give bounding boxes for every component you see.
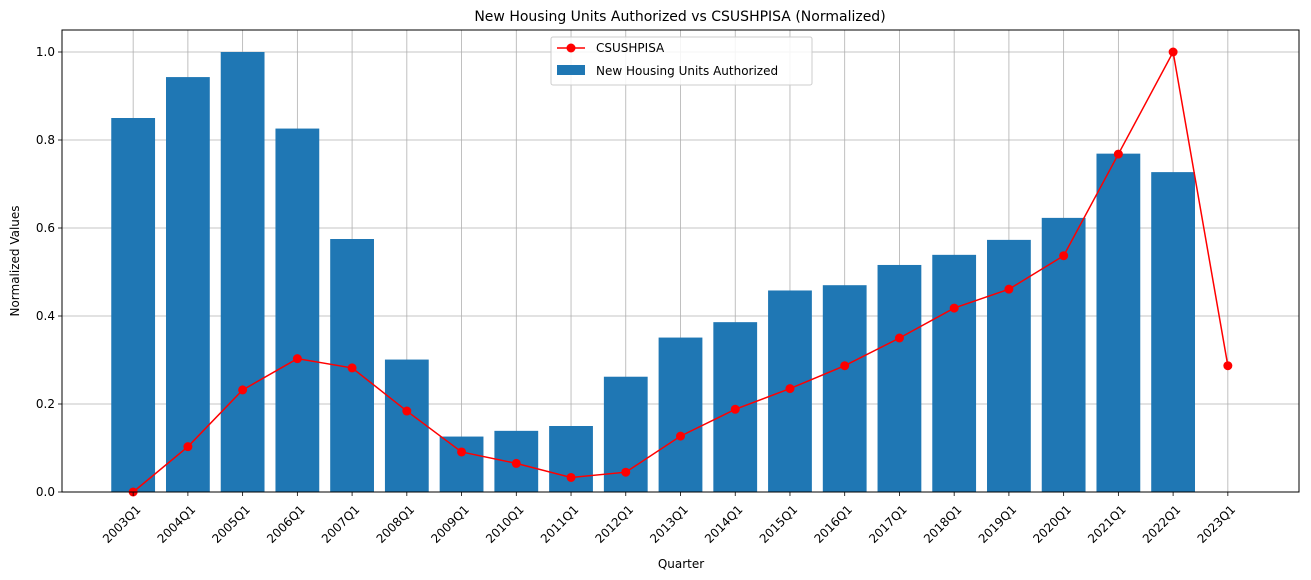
y-tick-label: 0.4 bbox=[36, 309, 55, 323]
bar-2020Q1 bbox=[1041, 217, 1086, 492]
point-2013Q1 bbox=[676, 431, 685, 441]
point-2020Q1 bbox=[1059, 251, 1069, 261]
point-2005Q1 bbox=[238, 385, 248, 395]
legend-bar-swatch bbox=[557, 65, 585, 75]
bar-2018Q1 bbox=[932, 254, 977, 492]
x-tick-label: 2013Q1 bbox=[647, 502, 691, 546]
point-2023Q1 bbox=[1223, 361, 1233, 371]
bar-2008Q1 bbox=[384, 359, 429, 492]
x-tick-label: 2019Q1 bbox=[976, 502, 1020, 546]
x-tick-label: 2017Q1 bbox=[866, 502, 910, 546]
point-2019Q1 bbox=[1004, 284, 1014, 294]
bar-2021Q1 bbox=[1096, 153, 1141, 492]
legend: CSUSHPISA New Housing Units Authorized bbox=[550, 36, 813, 86]
point-2004Q1 bbox=[183, 442, 193, 452]
bar-2013Q1 bbox=[658, 337, 703, 492]
x-tick-label: 2007Q1 bbox=[319, 502, 363, 546]
point-2006Q1 bbox=[292, 354, 302, 364]
bar-2011Q1 bbox=[549, 426, 593, 492]
x-tick-label: 2018Q1 bbox=[921, 502, 965, 546]
x-tick-label: 2004Q1 bbox=[155, 502, 199, 546]
x-tick-label: 2015Q1 bbox=[757, 502, 801, 546]
point-2018Q1 bbox=[949, 303, 959, 313]
point-2021Q1 bbox=[1113, 149, 1123, 159]
point-2007Q1 bbox=[347, 363, 357, 373]
point-2016Q1 bbox=[840, 361, 850, 371]
bar-2009Q1 bbox=[439, 436, 484, 492]
line-series bbox=[128, 47, 1233, 497]
x-axis-ticks: 2003Q1 2004Q1 2005Q1 2006Q1 2007Q1 2008Q1 2009… bbox=[100, 492, 1238, 546]
x-tick-label: 2011Q1 bbox=[538, 502, 582, 546]
y-tick-label: 0.2 bbox=[36, 397, 55, 411]
bar-2016Q1 bbox=[822, 285, 867, 492]
point-2014Q1 bbox=[730, 404, 740, 414]
x-tick-label: 2023Q1 bbox=[1195, 502, 1239, 546]
point-2022Q1 bbox=[1168, 47, 1178, 57]
x-tick-label: 2008Q1 bbox=[374, 502, 418, 546]
bar-2006Q1 bbox=[275, 128, 320, 492]
x-tick-label: 2006Q1 bbox=[264, 502, 308, 546]
bar-2005Q1 bbox=[220, 52, 265, 492]
bar-2019Q1 bbox=[987, 239, 1031, 492]
bar-2022Q1 bbox=[1151, 172, 1196, 492]
y-axis-label: Normalized Values bbox=[8, 205, 22, 316]
point-2009Q1 bbox=[457, 447, 467, 457]
bar-series bbox=[111, 52, 1196, 492]
x-axis-label: Quarter bbox=[658, 557, 704, 571]
x-tick-label: 2010Q1 bbox=[483, 502, 527, 546]
point-2008Q1 bbox=[402, 406, 412, 416]
x-tick-label: 2016Q1 bbox=[811, 502, 855, 546]
bar-2017Q1 bbox=[877, 264, 922, 492]
point-2015Q1 bbox=[785, 384, 795, 394]
x-tick-label: 2003Q1 bbox=[100, 502, 144, 546]
legend-entry-csushpisa: CSUSHPISA bbox=[596, 41, 665, 55]
y-axis-ticks: 0.0 0.2 0.4 0.6 0.8 1.0 bbox=[36, 45, 62, 499]
legend-entry-new-housing-units: New Housing Units Authorized bbox=[596, 64, 778, 78]
x-tick-label: 2020Q1 bbox=[1030, 502, 1074, 546]
legend-line-marker bbox=[566, 43, 576, 53]
point-2010Q1 bbox=[511, 458, 521, 468]
y-tick-label: 1.0 bbox=[36, 45, 55, 59]
y-tick-label: 0.8 bbox=[36, 133, 55, 147]
legend-box bbox=[550, 36, 813, 86]
bar-2003Q1 bbox=[111, 118, 156, 492]
x-tick-label: 2009Q1 bbox=[428, 502, 472, 546]
point-2011Q1 bbox=[566, 472, 576, 482]
y-tick-label: 0.6 bbox=[36, 221, 55, 235]
x-tick-label: 2014Q1 bbox=[702, 502, 746, 546]
x-tick-label: 2005Q1 bbox=[209, 502, 253, 546]
y-tick-label: 0.0 bbox=[36, 485, 55, 499]
point-2017Q1 bbox=[894, 333, 904, 343]
bar-2004Q1 bbox=[165, 77, 210, 492]
x-tick-label: 2021Q1 bbox=[1085, 502, 1129, 546]
chart-title: New Housing Units Authorized vs CSUSHPIS… bbox=[474, 9, 885, 25]
point-2012Q1 bbox=[621, 467, 631, 477]
x-tick-label: 2022Q1 bbox=[1140, 502, 1184, 546]
x-tick-label: 2012Q1 bbox=[593, 502, 637, 546]
